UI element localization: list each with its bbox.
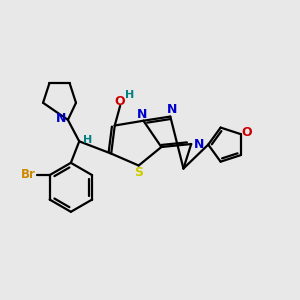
Text: N: N xyxy=(137,108,147,121)
Text: O: O xyxy=(241,126,252,139)
Text: N: N xyxy=(56,112,67,125)
Text: O: O xyxy=(115,95,125,108)
Text: N: N xyxy=(194,137,204,151)
Text: H: H xyxy=(125,90,134,100)
Text: H: H xyxy=(83,134,92,145)
Text: Br: Br xyxy=(21,168,36,181)
Text: N: N xyxy=(167,103,177,116)
Text: S: S xyxy=(134,166,143,178)
